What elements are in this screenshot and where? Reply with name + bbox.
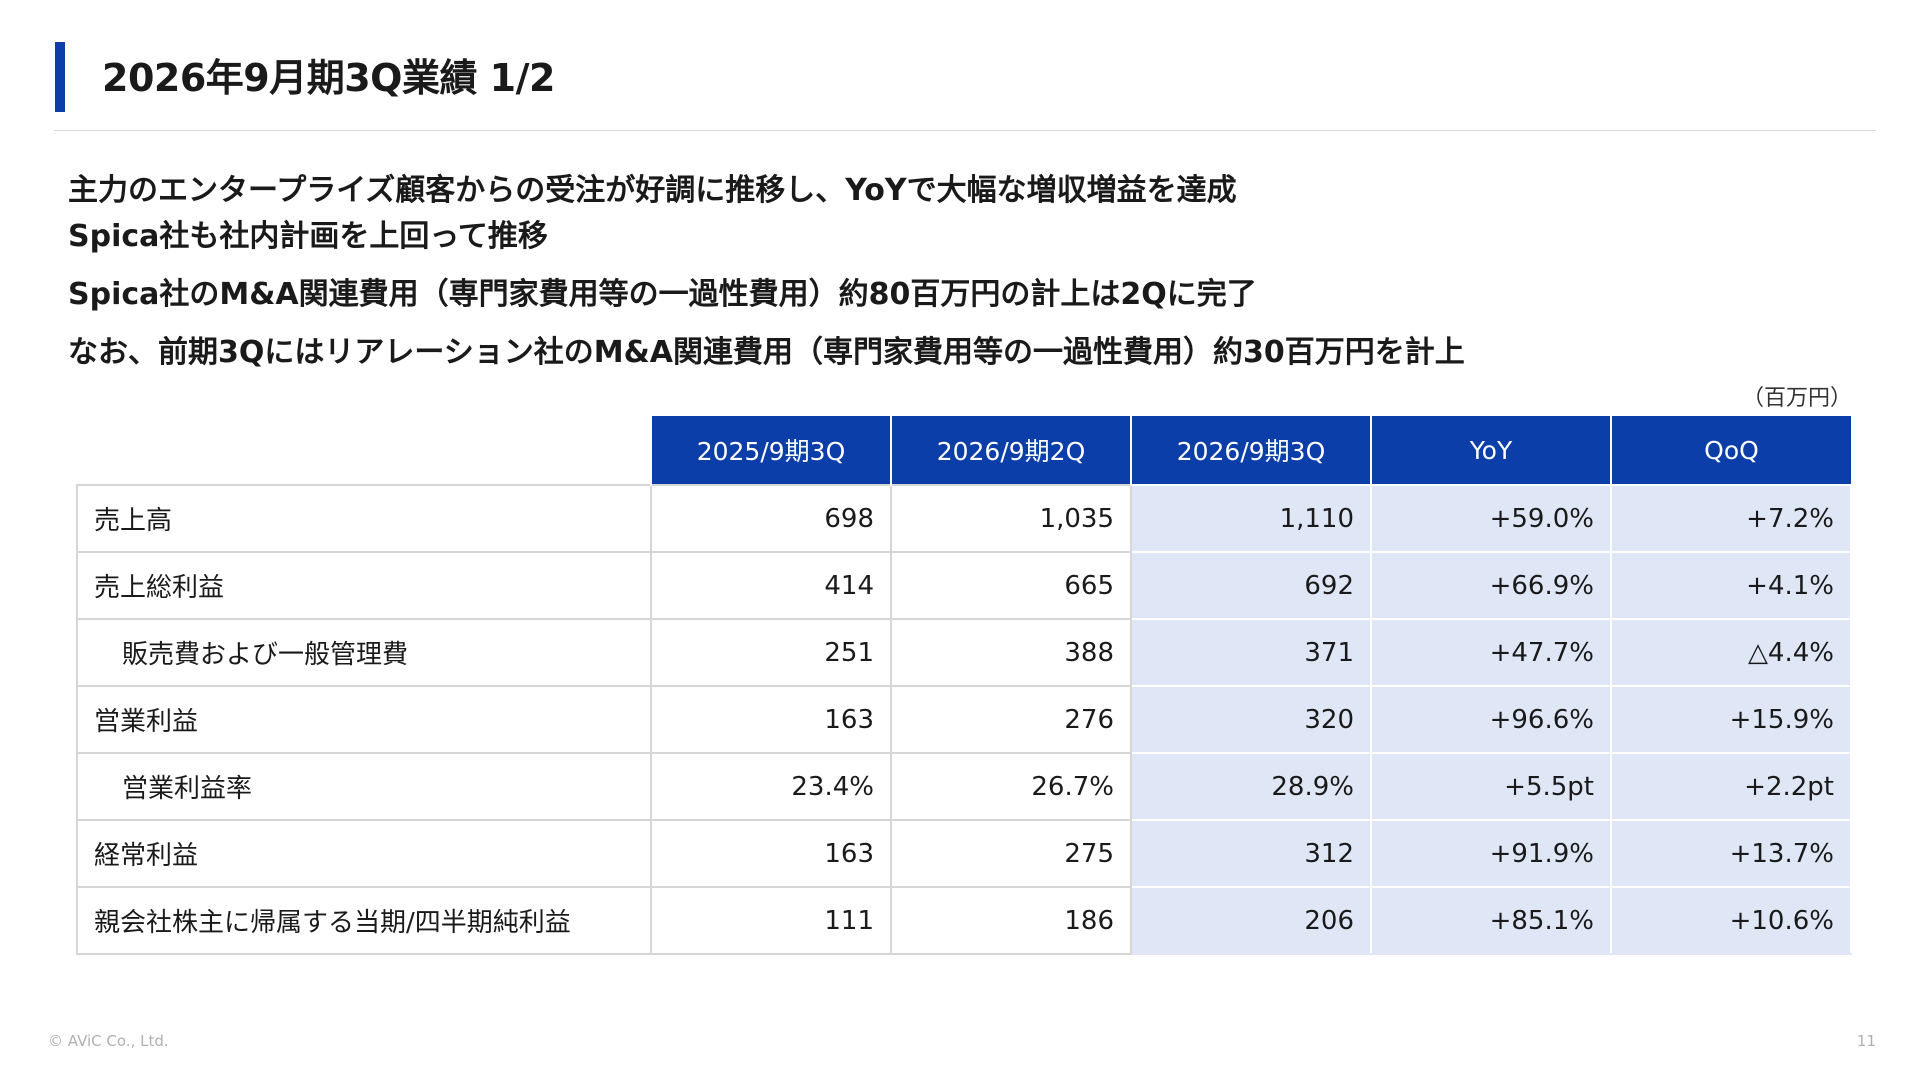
column-header: 2026/9期3Q xyxy=(1130,416,1371,485)
table-cell: 186 xyxy=(890,886,1132,955)
table-cell: +13.7% xyxy=(1610,819,1852,888)
table-cell: +96.6% xyxy=(1370,685,1612,754)
table-header-row: 2025/9期3Q 2026/9期2Q 2026/9期3Q YoY QoQ xyxy=(77,416,1851,485)
table-cell: 320 xyxy=(1130,685,1372,754)
table-row: 営業利益率 23.4% 26.7% 28.9% +5.5pt +2.2pt xyxy=(76,752,1852,821)
row-label: 売上総利益 xyxy=(76,551,652,620)
column-header: QoQ xyxy=(1610,416,1851,485)
table-cell: 665 xyxy=(890,551,1132,620)
table-cell: 111 xyxy=(650,886,892,955)
summary-text: 主力のエンタープライズ顧客からの受注が好調に推移し、YoYで大幅な増収増益を達成… xyxy=(68,168,1868,376)
table-row: 売上高 698 1,035 1,110 +59.0% +7.2% xyxy=(76,484,1852,553)
unit-label: （百万円） xyxy=(1741,386,1852,411)
table-cell: +85.1% xyxy=(1370,886,1612,955)
table-row: 販売費および一般管理費 251 388 371 +47.7% △4.4% xyxy=(76,618,1852,687)
summary-line-3: Spica社のM&A関連費用（専門家費用等の一過性費用）約80百万円の計上は2Q… xyxy=(68,277,1257,312)
table-cell: +59.0% xyxy=(1370,484,1612,553)
table-cell: 312 xyxy=(1130,819,1372,888)
table-row: 経常利益 163 275 312 +91.9% +13.7% xyxy=(76,819,1852,888)
row-label: 営業利益率 xyxy=(76,752,652,821)
table-cell: +4.1% xyxy=(1610,551,1852,620)
table-cell: 388 xyxy=(890,618,1132,687)
table-cell: +91.9% xyxy=(1370,819,1612,888)
table-cell: 371 xyxy=(1130,618,1372,687)
summary-line-2: Spica社も社内計画を上回って推移 xyxy=(68,219,548,254)
page-number: 11 xyxy=(1856,1032,1876,1050)
row-label: 販売費および一般管理費 xyxy=(76,618,652,687)
table-cell: +66.9% xyxy=(1370,551,1612,620)
table-cell: +2.2pt xyxy=(1610,752,1852,821)
table-cell: 26.7% xyxy=(890,752,1132,821)
table-cell: 1,110 xyxy=(1130,484,1372,553)
table-cell: △4.4% xyxy=(1610,618,1852,687)
title-divider xyxy=(54,130,1876,131)
row-label: 売上高 xyxy=(76,484,652,553)
table-cell: 206 xyxy=(1130,886,1372,955)
summary-line-1: 主力のエンタープライズ顧客からの受注が好調に推移し、YoYで大幅な増収増益を達成 xyxy=(68,173,1237,208)
column-header: 2025/9期3Q xyxy=(650,416,891,485)
table-cell: 275 xyxy=(890,819,1132,888)
table-cell: +7.2% xyxy=(1610,484,1852,553)
table-cell: 28.9% xyxy=(1130,752,1372,821)
table-cell: 163 xyxy=(650,819,892,888)
table-cell: +15.9% xyxy=(1610,685,1852,754)
table-row: 売上総利益 414 665 692 +66.9% +4.1% xyxy=(76,551,1852,620)
row-label: 親会社株主に帰属する当期/四半期純利益 xyxy=(76,886,652,955)
table-cell: 251 xyxy=(650,618,892,687)
financial-results-table: 2025/9期3Q 2026/9期2Q 2026/9期3Q YoY QoQ 売上… xyxy=(76,416,1852,955)
table-cell: 163 xyxy=(650,685,892,754)
column-header: 2026/9期2Q xyxy=(890,416,1131,485)
table-cell: 1,035 xyxy=(890,484,1132,553)
row-label: 経常利益 xyxy=(76,819,652,888)
copyright-text: © AViC Co., Ltd. xyxy=(48,1032,169,1050)
table-cell: 692 xyxy=(1130,551,1372,620)
table-cell: +10.6% xyxy=(1610,886,1852,955)
table-row: 親会社株主に帰属する当期/四半期純利益 111 186 206 +85.1% +… xyxy=(76,886,1852,955)
table-row: 営業利益 163 276 320 +96.6% +15.9% xyxy=(76,685,1852,754)
table-cell: 23.4% xyxy=(650,752,892,821)
header-blank-cell xyxy=(77,416,651,485)
table-cell: 414 xyxy=(650,551,892,620)
table-cell: 698 xyxy=(650,484,892,553)
page-title: 2026年9月期3Q業績 1/2 xyxy=(102,56,555,100)
title-accent-bar xyxy=(55,42,65,112)
table-cell: +5.5pt xyxy=(1370,752,1612,821)
column-header: YoY xyxy=(1370,416,1611,485)
table-cell: +47.7% xyxy=(1370,618,1612,687)
row-label: 営業利益 xyxy=(76,685,652,754)
table-cell: 276 xyxy=(890,685,1132,754)
summary-line-4: なお、前期3Qにはリアレーション社のM&A関連費用（専門家費用等の一過性費用）約… xyxy=(68,335,1465,370)
